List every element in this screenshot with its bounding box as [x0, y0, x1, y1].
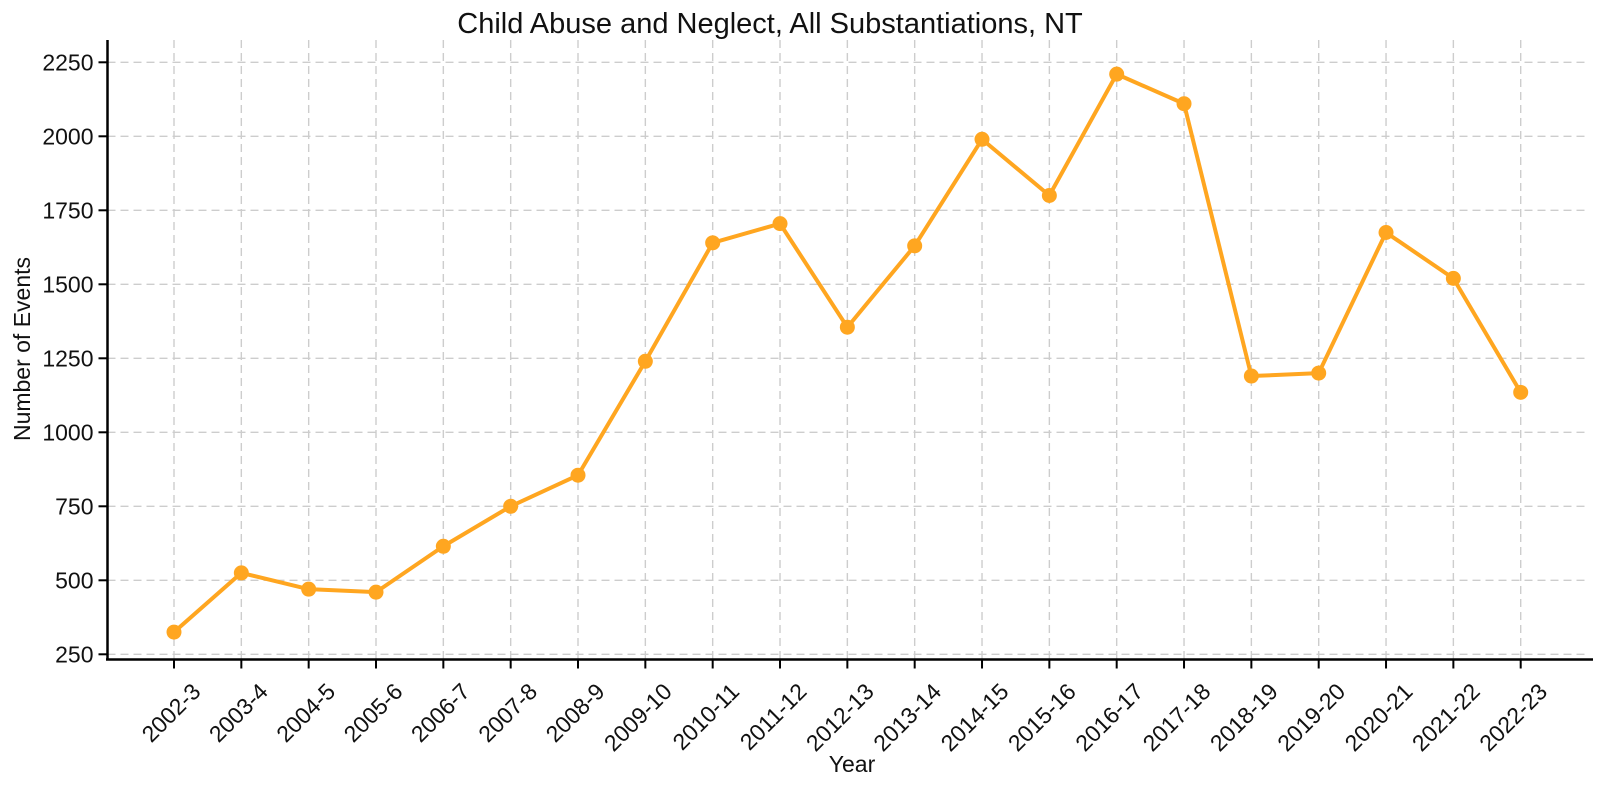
grid-layer [107, 40, 1588, 660]
data-point-marker [637, 353, 653, 369]
x-tick-label: 2022-23 [1474, 678, 1552, 756]
y-tick-label: 1750 [42, 197, 93, 223]
data-point-marker [1176, 96, 1192, 112]
x-tick-label: 2012-13 [801, 678, 879, 756]
y-tick-label: 250 [55, 641, 93, 667]
data-point-marker [1041, 188, 1057, 203]
data-point-marker [1513, 384, 1529, 400]
x-tick-label: 2004-5 [271, 678, 340, 747]
ticks-layer: 2505007501000125015001750200022502002-32… [42, 49, 1552, 756]
x-tick-label: 2020-21 [1339, 678, 1417, 756]
x-tick-label: 2018-19 [1205, 678, 1283, 756]
y-tick-label: 1250 [42, 345, 93, 371]
x-tick-label: 2007-8 [473, 678, 542, 747]
x-axis-label: Year [829, 751, 876, 777]
y-tick-label: 2000 [42, 123, 93, 149]
x-tick-label: 2015-16 [1003, 678, 1081, 756]
data-point-marker [1378, 225, 1394, 240]
x-tick-label: 2002-3 [137, 678, 206, 747]
x-tick-label: 2009-10 [599, 678, 677, 756]
data-point-marker [435, 538, 451, 554]
data-point-marker [974, 131, 990, 147]
x-tick-label: 2013-14 [868, 678, 946, 756]
x-tick-label: 2003-4 [204, 678, 273, 747]
data-point-marker [705, 235, 721, 251]
y-tick-label: 500 [55, 567, 93, 593]
data-point-marker [166, 624, 182, 640]
series-layer [166, 66, 1529, 640]
data-point-marker [1445, 270, 1461, 286]
data-point-marker [839, 319, 855, 335]
x-tick-label: 2011-12 [735, 678, 812, 755]
data-point-marker [301, 581, 317, 597]
y-tick-label: 2250 [42, 49, 93, 75]
y-tick-label: 1000 [42, 419, 93, 445]
x-tick-label: 2016-17 [1070, 678, 1148, 756]
x-tick-label: 2017-18 [1137, 678, 1215, 756]
data-point-marker [233, 565, 249, 581]
y-axis-label: Number of Events [9, 257, 35, 441]
x-tick-label: 2006-7 [406, 678, 475, 747]
data-point-marker [1311, 365, 1327, 381]
y-tick-label: 1500 [42, 271, 93, 297]
y-tick-label: 750 [55, 493, 93, 519]
x-tick-label: 2005-6 [339, 678, 408, 747]
data-point-marker [503, 498, 519, 514]
data-point-marker [1243, 368, 1259, 384]
axes-layer [106, 40, 1593, 661]
data-point-marker [368, 584, 384, 600]
x-tick-label: 2014-15 [935, 678, 1013, 756]
x-tick-label: 2010-11 [667, 678, 744, 755]
data-point-marker [570, 467, 586, 483]
data-point-marker [772, 216, 788, 232]
x-tick-label: 2019-20 [1272, 678, 1350, 756]
data-point-marker [1109, 66, 1125, 82]
data-point-marker [907, 238, 923, 254]
chart-title: Child Abuse and Neglect, All Substantiat… [457, 8, 1083, 40]
x-tick-label: 2021-22 [1407, 678, 1485, 756]
